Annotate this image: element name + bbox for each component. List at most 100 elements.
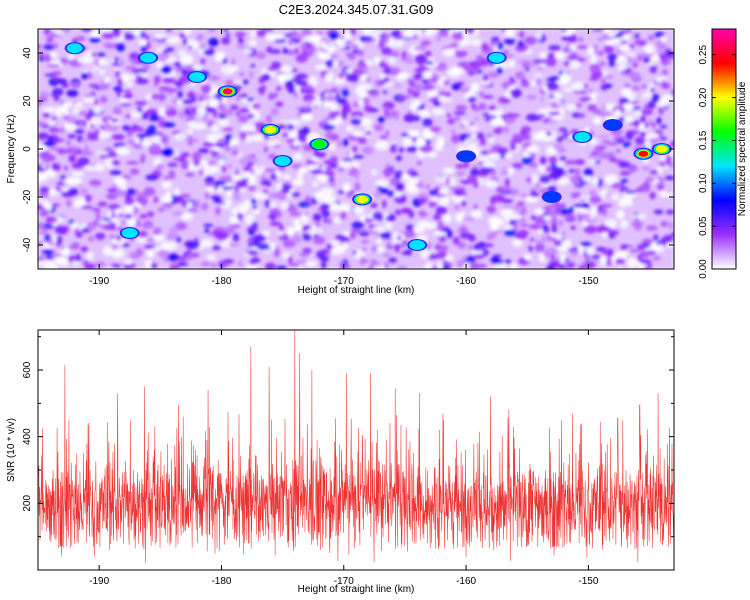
- heatmap-cell: [84, 194, 92, 203]
- heatmap-cell: [642, 262, 653, 269]
- heatmap-cell: [176, 236, 182, 243]
- heatmap-cell: [399, 95, 411, 99]
- heatmap-cell: [547, 186, 557, 193]
- heatmap-cell: [346, 150, 351, 159]
- heatmap-cell: [641, 109, 653, 116]
- snr-y-axis-label: SNR (10 * v/v): [6, 418, 17, 482]
- heatmap-cell: [445, 255, 453, 261]
- heatmap-cell: [321, 41, 327, 48]
- heatmap-cell: [625, 131, 634, 140]
- heatmap-cell: [561, 29, 568, 33]
- heatmap-cell: [453, 204, 460, 211]
- heatmap-cell: [421, 118, 433, 127]
- heatmap-cell: [88, 109, 94, 117]
- heatmap-cell: [368, 224, 374, 229]
- heatmap-cell: [201, 84, 210, 94]
- heatmap-cell: [607, 53, 618, 61]
- heatmap-cell: [433, 214, 441, 221]
- x-tick-label: -160: [456, 276, 476, 287]
- heatmap-cell: [587, 88, 594, 93]
- heatmap-cell: [135, 247, 144, 257]
- heatmap-cell: [183, 60, 193, 65]
- heatmap-cell: [542, 85, 548, 92]
- heatmap-cell: [526, 145, 539, 153]
- heatmap-cell: [467, 70, 475, 76]
- heatmap-cell: [446, 113, 452, 118]
- heatmap-cell: [329, 144, 335, 150]
- heatmap-cell: [126, 218, 137, 227]
- heatmap-cell: [552, 203, 563, 208]
- heatmap-cell: [248, 229, 255, 236]
- heatmap-cell: [407, 109, 413, 116]
- heatmap-cell: [547, 120, 557, 125]
- heatmap-cell: [215, 52, 226, 60]
- heatmap-cell: [213, 180, 226, 187]
- heatmap-cell: [513, 239, 522, 247]
- heatmap-cell: [210, 76, 221, 81]
- heatmap-cell: [306, 43, 312, 49]
- heatmap-cell: [432, 109, 444, 115]
- heatmap-cell: [221, 95, 227, 103]
- heatmap-cell: [521, 62, 530, 69]
- heatmap-hotspot: [260, 123, 281, 136]
- heatmap-cell: [232, 174, 243, 181]
- heatmap-cell: [578, 245, 583, 253]
- heatmap-cell: [294, 48, 300, 54]
- heatmap-cell: [381, 47, 392, 55]
- heatmap-cell: [200, 58, 206, 64]
- heatmap-cell: [521, 81, 530, 88]
- heatmap-cell: [334, 78, 345, 84]
- heatmap-cell: [419, 145, 433, 154]
- heatmap-cell: [181, 212, 193, 220]
- heatmap-cell: [81, 72, 88, 80]
- heatmap-cell: [332, 61, 339, 67]
- heatmap-cell: [608, 58, 616, 67]
- heatmap-cell: [650, 87, 655, 92]
- heatmap-cell: [219, 157, 224, 165]
- heatmap-cell: [599, 61, 606, 67]
- heatmap-cell: [91, 31, 100, 37]
- heatmap-cell: [619, 170, 631, 176]
- heatmap-cell: [376, 237, 383, 244]
- heatmap-cell: [570, 225, 576, 230]
- heatmap-cell: [215, 206, 221, 216]
- heatmap-cell: [616, 139, 625, 144]
- heatmap-cell: [382, 90, 388, 94]
- snr-x-ticks: -190 -180 -170 -160 -150: [89, 330, 599, 587]
- heatmap-cell: [265, 199, 270, 208]
- heatmap-cell: [221, 186, 234, 190]
- heatmap-cell: [459, 225, 467, 234]
- heatmap-cell: [542, 223, 548, 233]
- heatmap-cell: [539, 253, 546, 262]
- heatmap-cell: [38, 260, 46, 265]
- heatmap-cell: [103, 246, 113, 256]
- heatmap-cell: [518, 40, 524, 49]
- heatmap-cell: [42, 153, 55, 162]
- heatmap-cell: [238, 259, 243, 269]
- heatmap-cell: [443, 48, 455, 56]
- heatmap-cell: [435, 65, 447, 71]
- y-tick-label: 600: [22, 361, 33, 378]
- heatmap-cell: [471, 210, 482, 218]
- heatmap-cell: [278, 231, 284, 236]
- heatmap-cell: [590, 254, 602, 260]
- heatmap-cell: [445, 176, 451, 186]
- heatmap-cell: [558, 108, 564, 116]
- heatmap-cell: [579, 97, 592, 102]
- heatmap-cell: [485, 180, 498, 187]
- heatmap-cell: [485, 132, 494, 139]
- heatmap-cell: [425, 132, 431, 140]
- heatmap-y-ticks: -40 -20 0 20 40: [22, 47, 674, 252]
- heatmap-cell: [559, 74, 571, 82]
- heatmap-cell: [98, 69, 105, 74]
- heatmap-hotspot: [486, 51, 507, 64]
- heatmap-cell: [589, 63, 601, 73]
- heatmap-cell: [62, 179, 75, 183]
- heatmap-cell: [508, 60, 515, 67]
- heatmap-cell: [584, 225, 597, 234]
- heatmap-cell: [122, 174, 128, 179]
- heatmap-cell: [599, 255, 607, 265]
- heatmap-cell: [218, 103, 225, 111]
- heatmap-cell: [113, 142, 126, 148]
